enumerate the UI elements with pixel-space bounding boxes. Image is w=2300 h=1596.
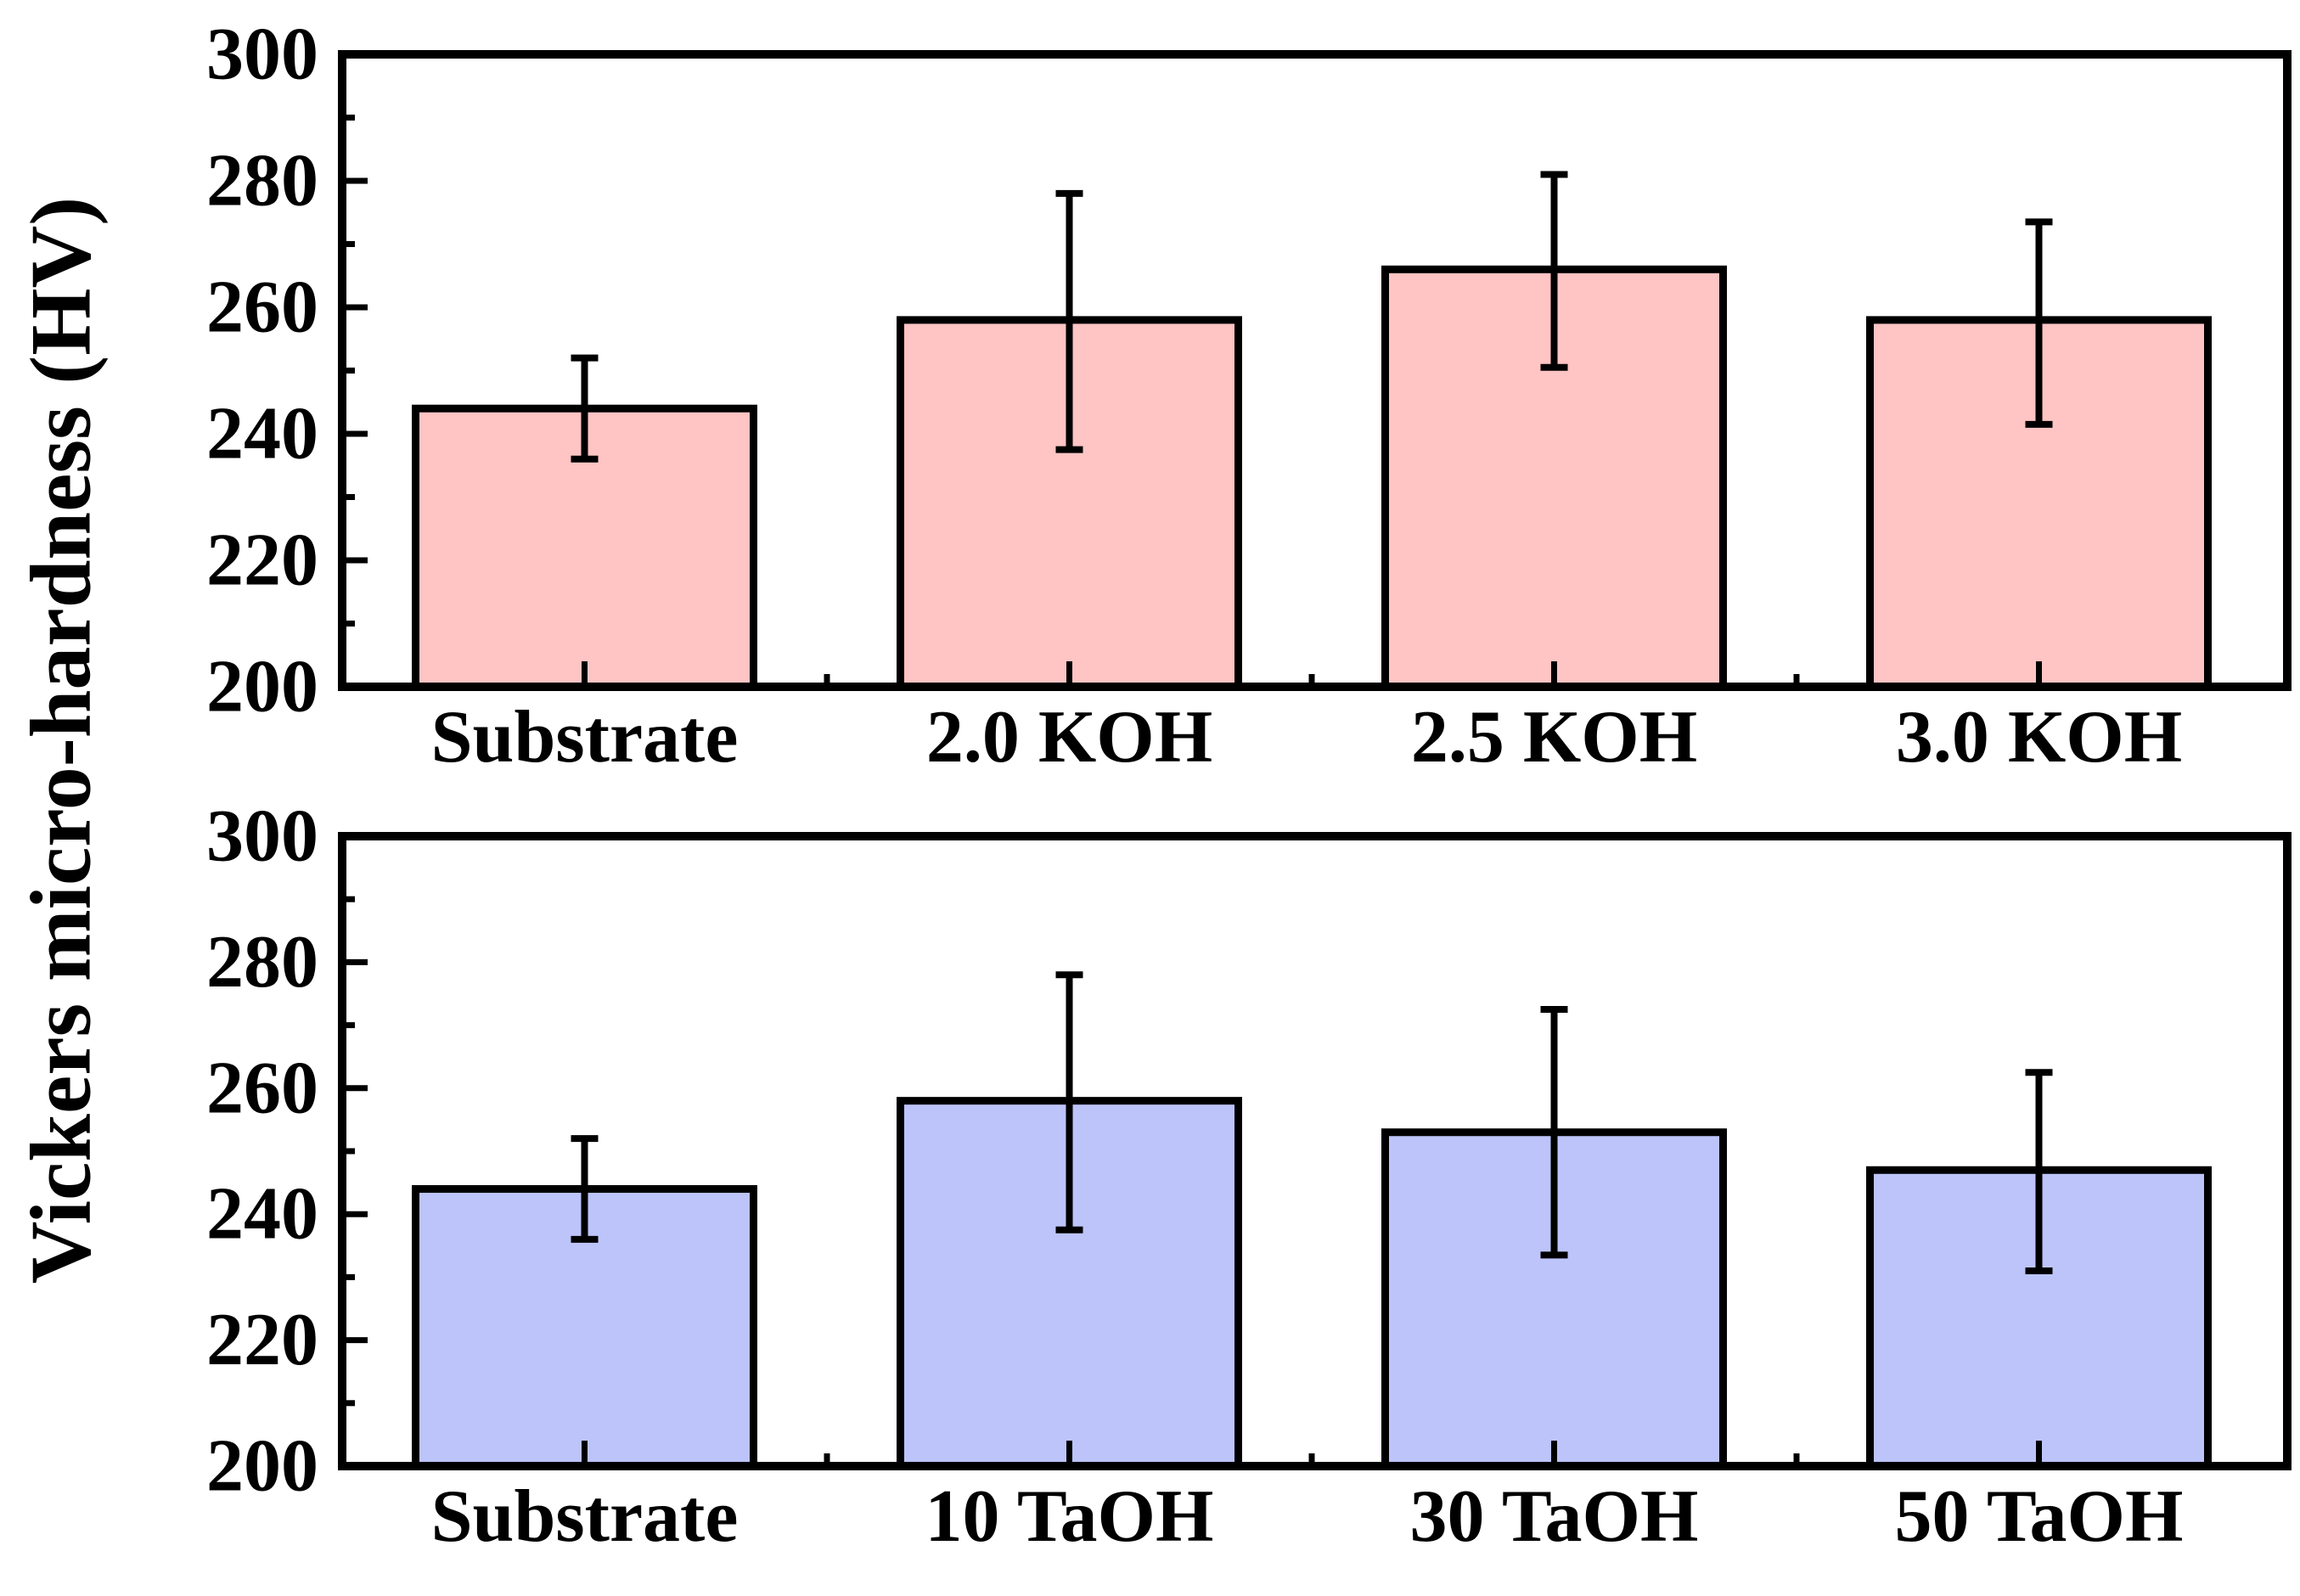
y-axis-label: Vickers micro-hardness (HV) (13, 197, 109, 1284)
plot-frame-top (338, 50, 2292, 691)
y-tick-label-top-1: 220 (206, 520, 318, 602)
error-bar-bottom-3 (2025, 1069, 2053, 1274)
panel-bottom: Substrate 10 TaOH 30 TaOH 50 TaOH 200 220 240 2… (206, 795, 2292, 1558)
y-tick-label-bottom-4: 280 (206, 921, 318, 1003)
error-bar-top-2 (1540, 171, 1568, 371)
y-tick-label-bottom-2: 240 (206, 1173, 318, 1256)
error-bar-bottom-2 (1540, 1006, 1568, 1259)
error-bar-top-3 (2025, 218, 2053, 428)
error-bar-bottom-1 (1055, 971, 1083, 1234)
x-tick-label-top-0: Substrate (431, 696, 739, 778)
x-tick-label-top-1: 2.0 KOH (926, 696, 1212, 778)
y-tick-label-bottom-5: 300 (206, 795, 318, 878)
error-bar-top-1 (1055, 189, 1083, 453)
y-tick-label-bottom-3: 260 (206, 1047, 318, 1129)
x-tick-label-bottom-3: 50 TaOH (1895, 1475, 2184, 1558)
x-tick-label-top-2: 2.5 KOH (1411, 696, 1697, 778)
x-tick-label-bottom-0: Substrate (431, 1475, 739, 1558)
y-tick-label-bottom-1: 220 (206, 1299, 318, 1381)
y-tick-label-top-4: 280 (206, 140, 318, 222)
panel-top: Substrate 2.0 KOH 2.5 KOH 3.0 KOH 200 220 240 2… (206, 14, 2292, 778)
error-bar-bottom-0 (571, 1135, 599, 1243)
error-bar-top-0 (571, 354, 599, 463)
y-tick-label-top-0: 200 (206, 646, 318, 728)
y-tick-label-top-5: 300 (206, 14, 318, 96)
x-tick-label-top-3: 3.0 KOH (1896, 696, 2182, 778)
y-tick-label-top-3: 260 (206, 267, 318, 349)
plot-frame-bottom (338, 832, 2292, 1470)
y-tick-label-top-2: 240 (206, 393, 318, 475)
x-tick-label-bottom-1: 10 TaOH (925, 1475, 1214, 1558)
x-tick-label-bottom-2: 30 TaOH (1410, 1475, 1699, 1558)
y-tick-label-bottom-0: 200 (206, 1425, 318, 1508)
